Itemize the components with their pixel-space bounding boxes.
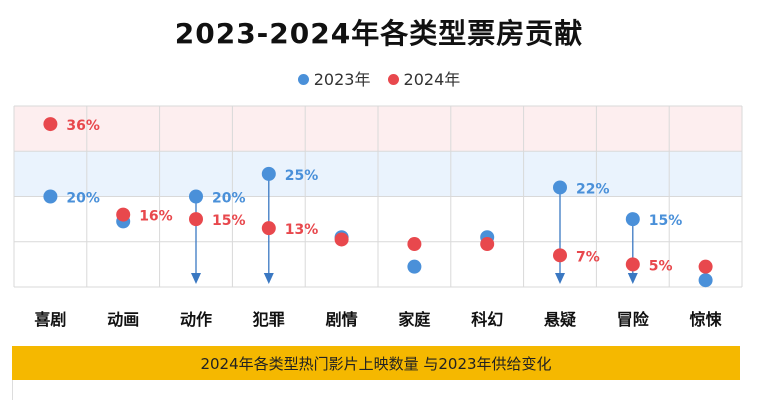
legend-item-2024: 2024年 [387,66,461,90]
point-2024 [334,232,349,247]
legend-label-2024: 2024年 [403,70,461,89]
point-2024 [625,257,640,272]
decline-arrow-head [555,273,565,284]
data-label-2024: 15% [212,213,246,229]
legend: 2023年 2024年 [0,66,758,90]
data-label-2023: 15% [649,213,683,229]
point-2024 [43,117,58,132]
category-label: 惊悚 [690,310,723,329]
legend-dot-2023 [297,74,309,85]
point-2023 [698,273,713,288]
data-label-2024: 36% [66,118,100,134]
chart-title: 2023-2024年各类型票房贡献 [174,17,584,50]
point-2023 [43,189,58,204]
data-label-2024: 7% [576,249,600,265]
category-label: 家庭 [398,310,430,329]
category-label: 科幻 [471,310,503,329]
category-label: 喜剧 [34,310,66,329]
data-label-2023: 25% [285,168,319,184]
legend-label-2023: 2023年 [313,70,371,89]
point-2023 [625,212,640,227]
decline-arrow-head [263,273,274,284]
point-2023 [261,166,276,181]
point-2023 [553,180,567,195]
category-label: 动作 [180,310,212,329]
legend-dot-2024 [387,74,399,85]
category-label: 冒险 [617,310,650,329]
scatter-chart: 20% 20% 25% 22% 15% 36% 16% 15% 13% 7% 5% 喜剧 动画 动作 犯罪 剧… [13,105,743,329]
data-label-2023: 22% [576,181,610,197]
supply-banner: 2024年各类型热门影片上映数量 与2023年供给变化 [12,346,740,380]
category-label: 剧情 [326,310,358,329]
legend-item-2023: 2023年 [297,66,371,90]
point-2024 [698,259,713,274]
data-label-2023: 20% [212,191,246,207]
point-2024 [116,207,131,222]
point-2024 [407,237,422,252]
category-label: 犯罪 [252,310,285,329]
decline-arrow-head [627,273,638,284]
data-label-2024: 16% [139,209,173,225]
data-label-2024: 5% [649,258,673,274]
point-2024 [553,248,567,263]
data-label-2024: 13% [285,222,319,238]
category-label: 动画 [107,310,139,329]
point-2023 [189,189,203,204]
point-2023 [407,259,422,274]
point-2024 [480,237,495,252]
data-label-2023: 20% [66,191,100,207]
category-label: 悬疑 [543,310,576,329]
point-2024 [189,212,203,227]
point-2024 [261,221,276,236]
bottom-table-edge [12,380,741,400]
decline-arrow-head [191,273,201,284]
